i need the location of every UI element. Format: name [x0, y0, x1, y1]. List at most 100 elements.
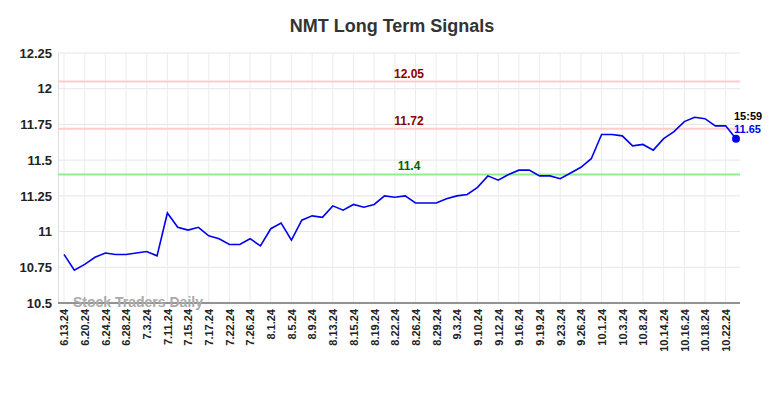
x-tick: 10.18.24 [699, 303, 711, 352]
x-tick-label: 8.13.24 [327, 308, 339, 346]
x-tick-label: 10.16.24 [679, 308, 691, 352]
x-tick: 9.26.24 [575, 303, 587, 346]
x-tick-label: 10.1.24 [596, 308, 608, 346]
y-tick: 10.75 [19, 260, 58, 275]
x-axis: 6.13.246.20.246.24.246.28.247.3.247.11.2… [58, 303, 740, 352]
x-tick-label: 9.16.24 [513, 308, 525, 346]
grid-line [415, 53, 416, 303]
y-tick-label: 11.75 [20, 117, 52, 132]
y-tick: 11.5 [27, 153, 58, 168]
x-tick-label: 8.9.24 [306, 308, 318, 339]
x-tick-label: 8.29.24 [431, 308, 443, 346]
grid-line [229, 53, 230, 303]
y-tick: 11.75 [20, 117, 58, 132]
grid-line [312, 53, 313, 303]
grid-line [394, 53, 395, 303]
grid-line [374, 53, 375, 303]
x-tick-label: 9.26.24 [575, 308, 587, 346]
grid-line [58, 267, 740, 268]
reference-line [58, 81, 740, 83]
x-tick-label: 8.1.24 [265, 308, 277, 339]
y-tick: 11 [38, 224, 58, 239]
y-tick-label: 11 [38, 224, 52, 239]
x-tick-label: 6.24.24 [100, 308, 112, 346]
grid-line [167, 53, 168, 303]
y-tick-label: 12 [38, 81, 52, 96]
x-tick: 9.19.24 [534, 303, 546, 346]
x-tick: 10.1.24 [596, 303, 608, 346]
x-tick-label: 10.14.24 [658, 308, 670, 352]
y-tick: 11.25 [20, 189, 58, 204]
x-tick-label: 7.22.24 [224, 308, 236, 346]
x-tick-label: 9.12.24 [493, 308, 505, 346]
grid-line [353, 53, 354, 303]
x-tick-label: 8.5.24 [286, 308, 298, 339]
x-tick: 8.9.24 [306, 303, 318, 340]
grid-line [436, 53, 437, 303]
y-tick: 12 [38, 81, 58, 96]
grid-line [250, 53, 251, 303]
x-tick: 8.26.24 [410, 303, 422, 346]
x-tick-label: 10.3.24 [617, 308, 629, 346]
x-tick: 10.8.24 [637, 303, 649, 346]
x-tick-label: 9.10.24 [472, 308, 484, 346]
x-tick: 8.15.24 [348, 303, 360, 346]
x-tick: 8.13.24 [327, 303, 339, 346]
x-tick: 7.22.24 [224, 303, 236, 346]
grid-line [332, 53, 333, 303]
grid-line [539, 53, 540, 303]
x-tick: 10.14.24 [658, 303, 670, 352]
grid-line [580, 53, 581, 303]
y-tick: 12.25 [19, 46, 58, 61]
y-tick-label: 11.5 [27, 153, 52, 168]
grid-line [642, 53, 643, 303]
x-tick: 8.19.24 [369, 303, 381, 346]
grid-line [725, 53, 726, 303]
last-value-label: 11.65 [734, 123, 761, 135]
x-tick: 7.26.24 [244, 303, 256, 346]
x-tick-label: 7.17.24 [203, 308, 215, 346]
x-tick-label: 10.8.24 [637, 308, 649, 346]
y-tick: 10.5 [27, 296, 58, 311]
grid-line [58, 53, 740, 54]
y-tick-label: 11.25 [20, 189, 52, 204]
grid-line [622, 53, 623, 303]
y-tick-label: 10.75 [19, 260, 52, 275]
grid-line [663, 53, 664, 303]
x-tick: 8.5.24 [286, 303, 298, 340]
x-tick-label: 6.13.24 [58, 308, 70, 346]
x-tick: 8.22.24 [389, 303, 401, 346]
x-tick-label: 7.15.24 [182, 308, 194, 346]
x-tick: 9.23.24 [555, 303, 567, 346]
reference-label: 11.4 [398, 159, 421, 173]
x-tick-label: 7.11.24 [162, 308, 174, 345]
x-tick-label: 8.26.24 [410, 308, 422, 346]
reference-label: 11.72 [394, 114, 424, 128]
title: NMT Long Term Signals [290, 16, 495, 36]
grid-line [146, 53, 147, 303]
grid-line [291, 53, 292, 303]
x-tick-label: 9.19.24 [534, 308, 546, 346]
x-tick: 9.12.24 [493, 303, 505, 346]
last-point [732, 135, 740, 143]
grid-line [64, 53, 65, 303]
x-tick-label: 8.15.24 [348, 308, 360, 346]
grid-line [58, 88, 740, 89]
x-tick: 10.3.24 [617, 303, 629, 346]
x-tick: 10.16.24 [679, 303, 691, 352]
grid-line [498, 53, 499, 303]
y-axis-line [58, 54, 59, 304]
grid-line [601, 53, 602, 303]
x-tick: 10.22.24 [720, 303, 732, 352]
grid-line [518, 53, 519, 303]
x-tick-label: 6.20.24 [79, 308, 91, 346]
grid-line [456, 53, 457, 303]
grid-line [188, 53, 189, 303]
x-tick: 7.17.24 [203, 303, 215, 346]
price-line [64, 117, 736, 270]
y-tick-label: 10.5 [27, 296, 52, 311]
grid [58, 53, 740, 303]
grid-line [126, 53, 127, 303]
x-tick: 9.16.24 [513, 303, 525, 346]
x-tick: 8.29.24 [431, 303, 443, 346]
